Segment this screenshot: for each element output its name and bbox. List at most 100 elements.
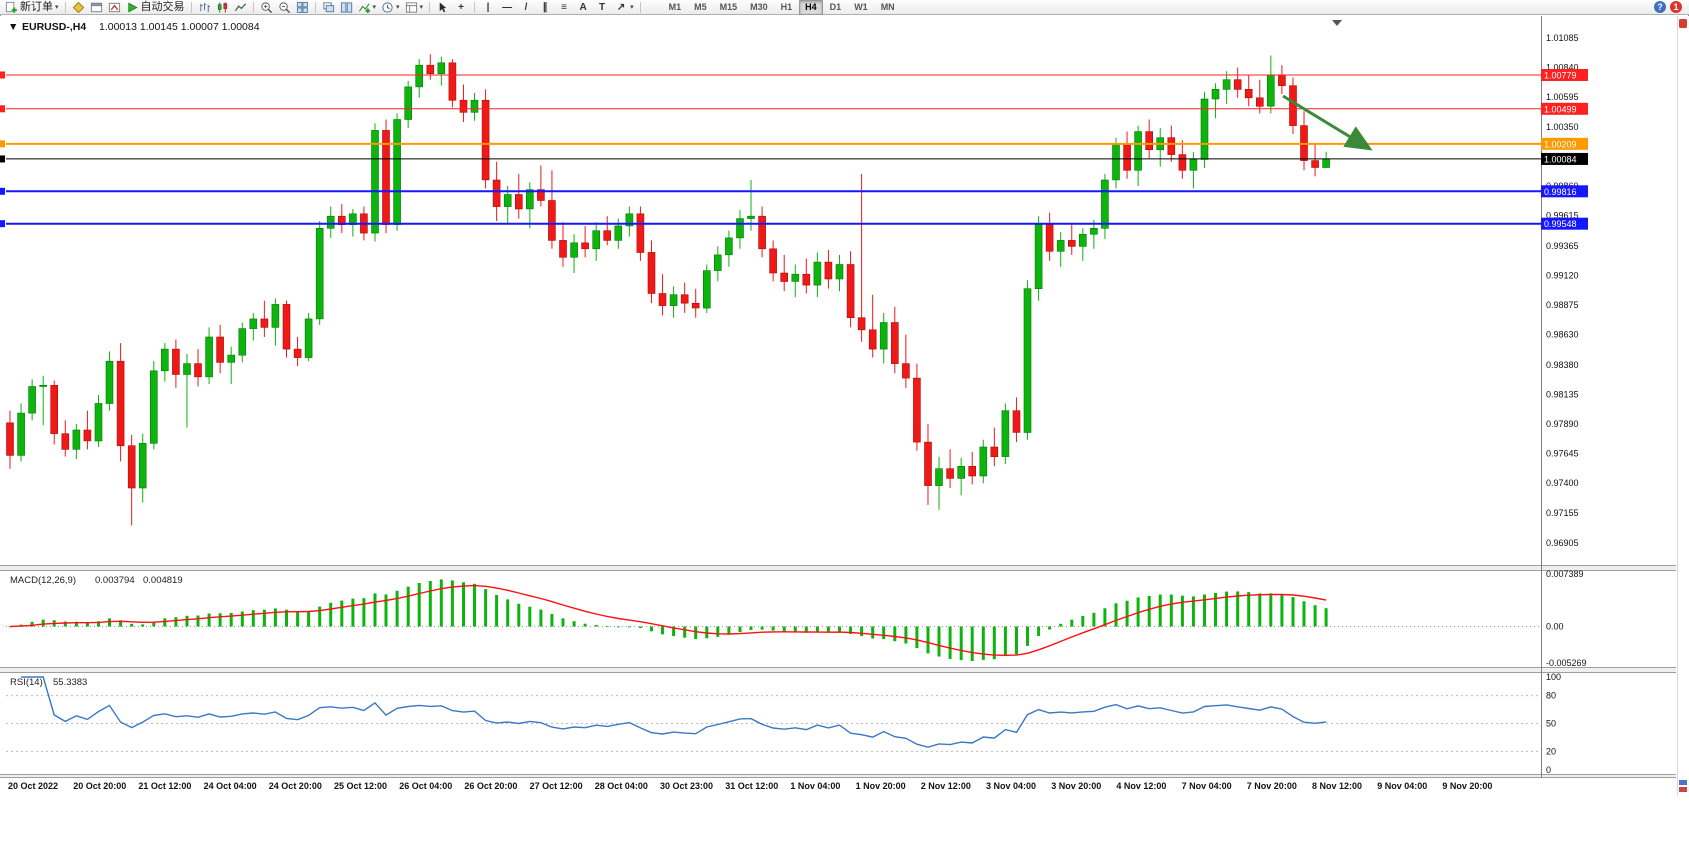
timeframe-m15[interactable]: M15 xyxy=(719,1,738,12)
macd-histogram-bar xyxy=(815,626,819,633)
right-strip-bottom-marker[interactable] xyxy=(1679,787,1687,792)
cascade-windows-button[interactable] xyxy=(320,1,337,14)
market-watch-button[interactable] xyxy=(70,1,87,14)
label-tool-button[interactable]: T xyxy=(593,1,611,14)
new-order-button[interactable]: 新订单 ▾ xyxy=(3,1,61,14)
chart-shift-marker[interactable] xyxy=(1332,20,1342,26)
cursor-button[interactable] xyxy=(434,1,451,14)
symbol-label: EURUSD-,H4 xyxy=(22,21,86,33)
trendline-tool-button[interactable]: / xyxy=(517,1,535,14)
candle-body xyxy=(758,215,766,250)
price-axis-label: 0.99120 xyxy=(1546,270,1579,280)
candle-body xyxy=(614,225,623,241)
price-badge xyxy=(1541,152,1588,165)
indicators-button[interactable]: ▾ xyxy=(356,1,379,14)
toolbar-separator xyxy=(429,1,431,13)
macd-histogram-bar xyxy=(572,621,576,627)
macd-histogram-bar xyxy=(185,615,189,627)
candle-body xyxy=(61,433,70,450)
candle-body xyxy=(1023,288,1032,433)
right-strip-top-marker[interactable] xyxy=(1679,19,1687,28)
macd-histogram-bar xyxy=(1291,597,1295,627)
timeframe-h4[interactable]: H4 xyxy=(799,0,823,15)
price-axis-label: 0.97400 xyxy=(1546,478,1579,488)
timeframe-d1[interactable]: D1 xyxy=(829,1,842,12)
rsi-axis-label: 0 xyxy=(1546,765,1551,775)
navigator-button[interactable] xyxy=(106,1,123,14)
macd-histogram-bar xyxy=(1059,623,1063,627)
chevron-down-icon: ▾ xyxy=(396,3,400,11)
chart-area[interactable]: 1.010851.008401.005951.003501.001050.998… xyxy=(0,16,1689,860)
panel-separator[interactable] xyxy=(0,774,1676,778)
label-tool-icon: T xyxy=(599,1,606,13)
candle-body xyxy=(205,336,213,378)
vline-tool-button[interactable]: | xyxy=(479,1,497,14)
macd-histogram-bar xyxy=(130,623,134,627)
candle-body xyxy=(913,377,921,443)
crosshair-button[interactable]: + xyxy=(452,1,470,14)
macd-histogram-bar xyxy=(1070,619,1074,627)
panel-separator[interactable] xyxy=(0,565,1676,571)
macd-axis-label: 0.00 xyxy=(1546,622,1564,632)
timeframe-m5[interactable]: M5 xyxy=(694,1,707,12)
hline-tool-button[interactable]: — xyxy=(498,1,516,14)
panel-separator[interactable] xyxy=(0,667,1676,673)
candle-body xyxy=(315,228,324,320)
vline-tool-icon: | xyxy=(486,1,490,13)
candle-body xyxy=(1211,89,1220,100)
candle-body xyxy=(150,370,158,444)
tile-windows-button[interactable] xyxy=(294,1,311,14)
text-tool-icon: A xyxy=(579,1,587,13)
macd-signal-value: 0.004819 xyxy=(143,575,183,586)
timeframe-w1[interactable]: W1 xyxy=(854,1,868,12)
candle-body xyxy=(747,215,755,219)
macd-histogram-bar xyxy=(63,621,67,627)
line-chart-button[interactable] xyxy=(232,1,249,14)
candle-body xyxy=(94,403,103,442)
hline-left-marker xyxy=(0,71,5,79)
auto-trading-button[interactable]: 自动交易 xyxy=(124,1,187,14)
macd-histogram-bar xyxy=(273,608,277,627)
toolbar-separator xyxy=(252,1,254,13)
bar-chart-button[interactable] xyxy=(196,1,213,14)
tile-vertical-icon xyxy=(340,1,352,13)
macd-histogram-bar xyxy=(473,583,476,627)
notification-badge[interactable]: 1 xyxy=(1670,1,1682,13)
help-icon[interactable]: ? xyxy=(1654,1,1666,13)
timeframe-h1[interactable]: H1 xyxy=(780,1,793,12)
zoom-in-button[interactable] xyxy=(258,1,275,14)
templates-button[interactable]: ▾ xyxy=(403,1,426,14)
trend-arrow-annotation[interactable] xyxy=(1282,94,1373,151)
price-badge-label: 1.00499 xyxy=(1544,104,1577,114)
arrows-tool-button[interactable]: ↗ ▾ xyxy=(612,1,636,14)
fibonacci-tool-button[interactable]: ≡ xyxy=(555,1,573,14)
timeframe-m1[interactable]: M1 xyxy=(668,1,682,12)
data-window-button[interactable] xyxy=(88,1,105,14)
ohlc-values: 1.00013 1.00145 1.00007 1.00084 xyxy=(99,21,260,33)
candle-body xyxy=(271,304,280,328)
channel-tool-button[interactable]: ∥ xyxy=(536,1,554,14)
candle-body xyxy=(691,302,700,309)
macd-histogram-bar xyxy=(683,626,687,638)
candle-body xyxy=(736,218,744,239)
timeframe-m30[interactable]: M30 xyxy=(750,1,768,12)
candle-body xyxy=(1134,131,1142,171)
text-tool-button[interactable]: A xyxy=(574,1,592,14)
zoom-in-icon xyxy=(260,1,272,13)
new-order-icon xyxy=(5,1,17,13)
time-axis-label: 3 Nov 04:00 xyxy=(986,781,1036,791)
timeframe-mn[interactable]: MN xyxy=(880,1,895,12)
candlestick-chart-button[interactable] xyxy=(214,1,231,14)
tile-vertical-button[interactable] xyxy=(338,1,355,14)
zoom-out-button[interactable] xyxy=(276,1,293,14)
periods-button[interactable]: ▾ xyxy=(379,1,402,14)
candle-body xyxy=(161,348,169,372)
symbol-collapse-icon[interactable]: ▼ xyxy=(8,21,18,33)
candle-body xyxy=(426,64,435,75)
candle-body xyxy=(326,215,335,229)
right-strip-bottom-marker[interactable] xyxy=(1679,780,1687,785)
candle-body xyxy=(249,318,258,329)
candle-body xyxy=(946,468,954,479)
indicators-icon xyxy=(358,3,370,13)
toolbar-separator xyxy=(190,1,192,13)
